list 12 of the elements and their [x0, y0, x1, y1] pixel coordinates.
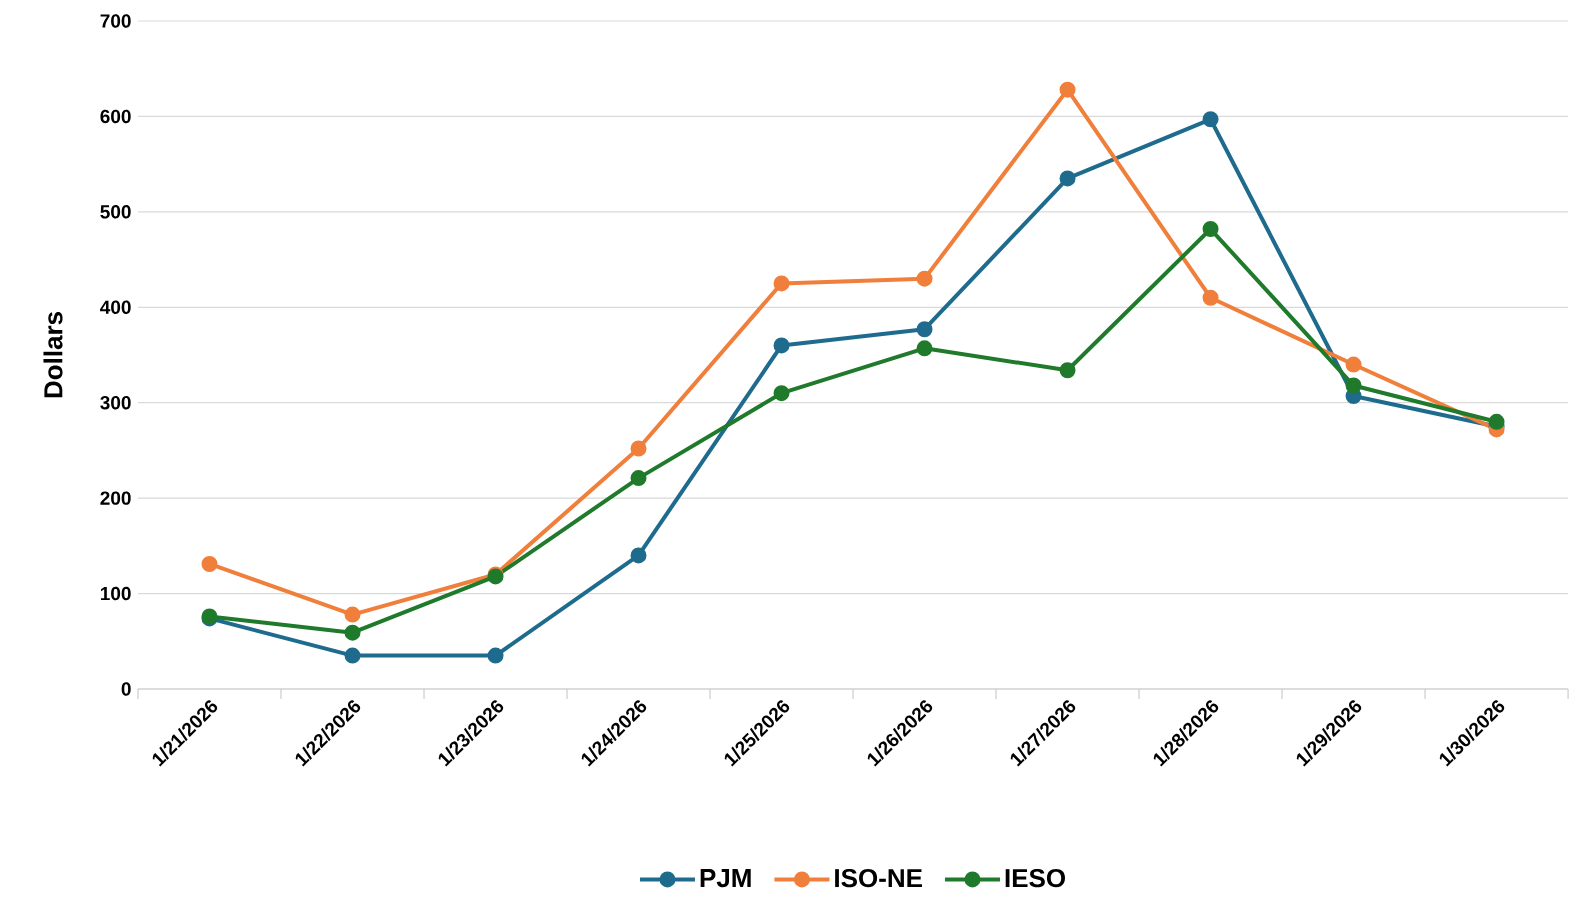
- y-tick-label: 200: [100, 491, 131, 505]
- y-tick-label: 500: [100, 205, 131, 219]
- legend-label: IESO: [1005, 868, 1066, 888]
- legend-label: ISO-NE: [835, 868, 922, 888]
- legend-label: PJM: [700, 869, 751, 888]
- y-tick-label: 700: [100, 14, 131, 28]
- y-axis-title: Dollars: [43, 311, 63, 398]
- y-tick-label: 0: [121, 682, 131, 696]
- y-tick-label: 400: [100, 300, 131, 315]
- y-tick-label: 300: [100, 395, 131, 410]
- y-tick-label: 600: [100, 109, 131, 124]
- y-tick-label: 100: [100, 586, 131, 601]
